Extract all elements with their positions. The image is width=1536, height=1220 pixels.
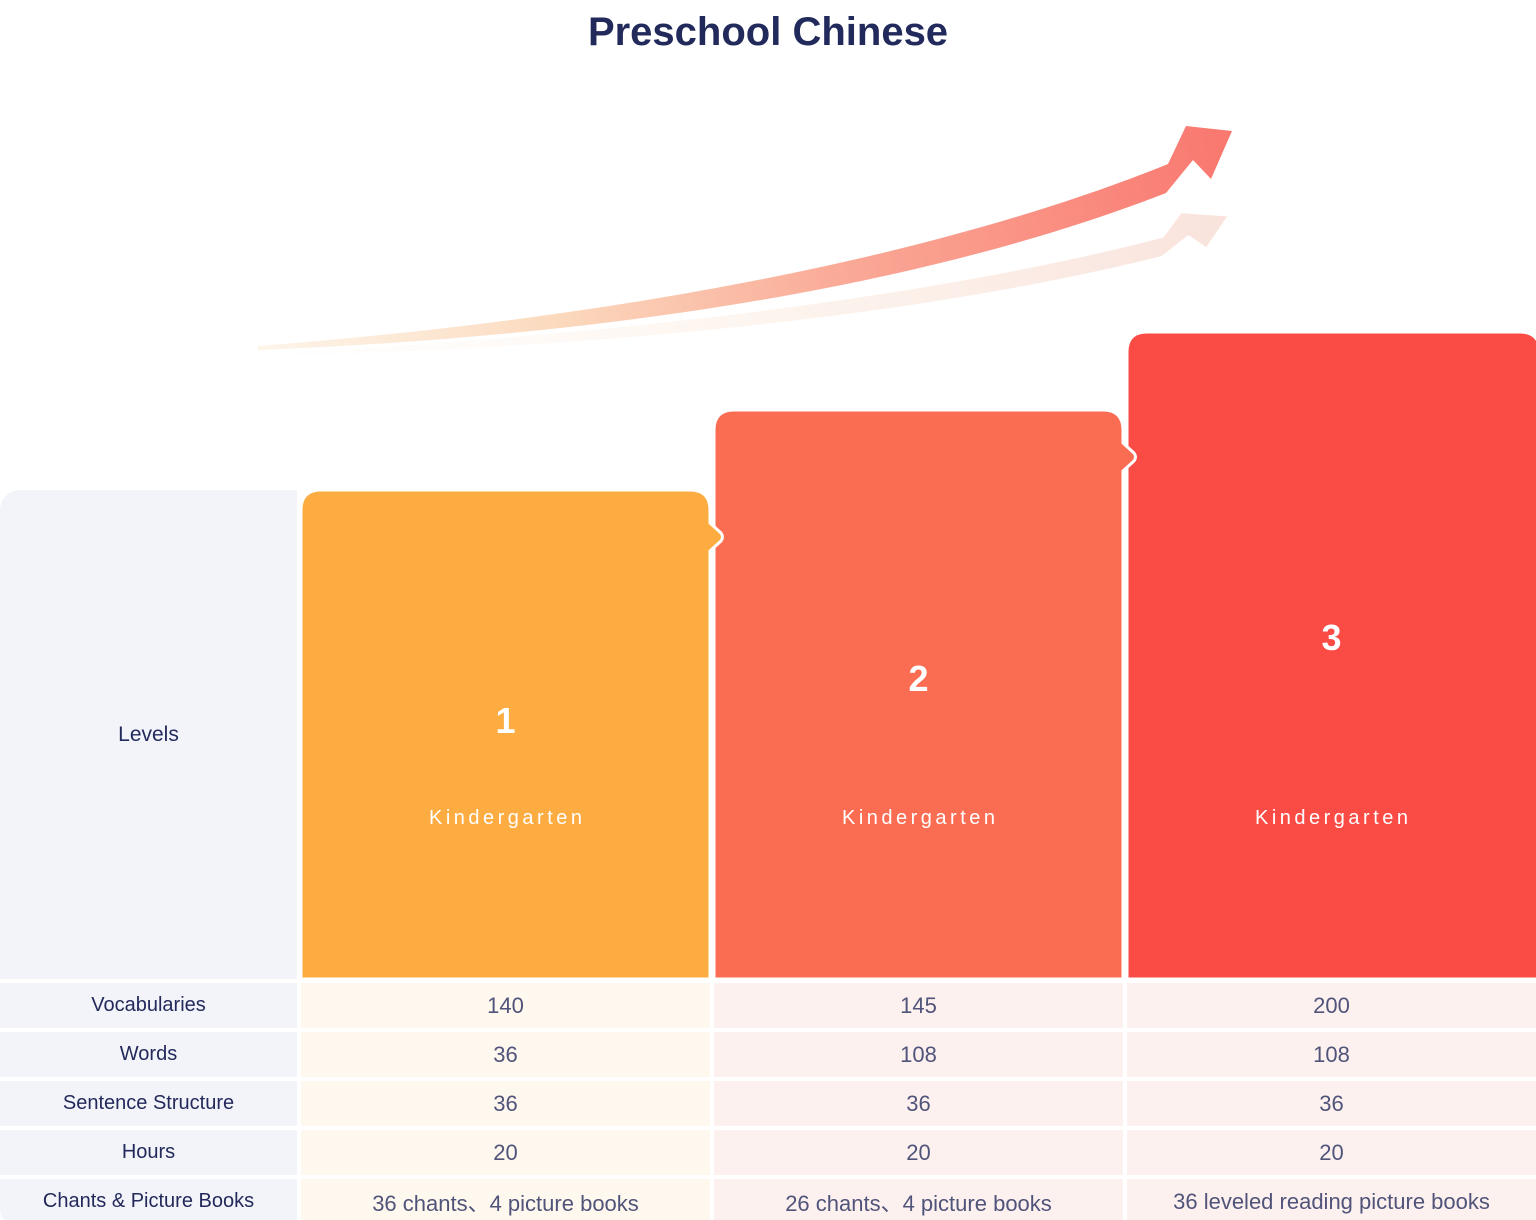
table-cell: 26 chants、4 picture books [714,1179,1123,1220]
levels-header-cell: Levels [0,490,297,979]
level-1-bar [299,488,724,981]
table-cell: 108 [714,1032,1123,1077]
level-3-number: 3 [1321,617,1342,659]
row-label: Vocabularies [0,983,297,1028]
table-cell: 36 [714,1081,1123,1126]
table-cell: 36 [301,1032,710,1077]
table-cell: 108 [1127,1032,1536,1077]
table-cell: 36 [1127,1081,1536,1126]
table-cell: 20 [1127,1130,1536,1175]
table-cell: 145 [714,983,1123,1028]
level-1-stage-label: Kindergarten [428,807,586,829]
level-2-stage-label: Kindergarten [841,807,999,829]
page-title: Preschool Chinese [587,10,949,54]
table-cell: 36 chants、4 picture books [301,1179,710,1220]
levels-header-label: Levels [118,722,179,746]
table-cell: 36 leveled reading picture books [1127,1179,1536,1220]
level-2-number: 2 [908,658,929,700]
table-cell: 20 [301,1130,710,1175]
table-cell: 200 [1127,983,1536,1028]
table-cell: 20 [714,1130,1123,1175]
table-cell: 36 [301,1081,710,1126]
level-bars [299,330,1536,981]
level-3-stage-label: Kindergarten [1254,807,1412,829]
row-label: Chants & Picture Books [0,1179,297,1220]
levels-table: Vocabularies 140 145 200 Words 36 108 10… [0,983,1536,1220]
level-1-number: 1 [495,700,516,742]
row-label: Sentence Structure [0,1081,297,1126]
row-label: Words [0,1032,297,1077]
level-3-bar [1125,330,1536,981]
row-label: Hours [0,1130,297,1175]
table-cell: 140 [301,983,710,1028]
level-2-bar [712,408,1137,981]
